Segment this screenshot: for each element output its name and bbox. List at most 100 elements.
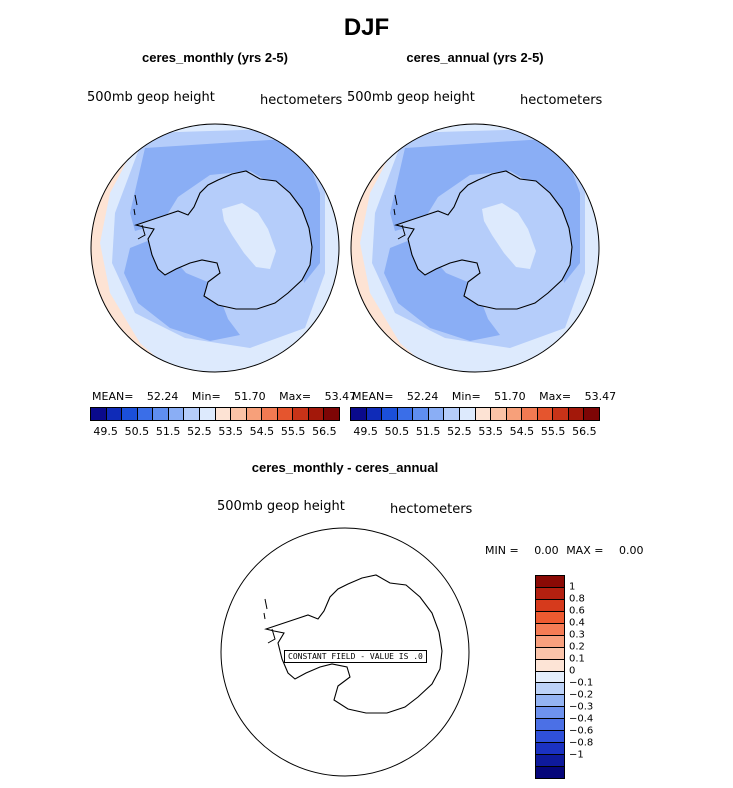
shade-52-5-interior	[482, 203, 536, 269]
colorbar-box	[536, 755, 564, 767]
panel2-units: hectometers	[520, 93, 603, 108]
colorbar-tick-label: 0.6	[569, 605, 585, 617]
colorbar-box	[459, 408, 476, 420]
colorbar-box	[215, 408, 232, 420]
colorbar-box	[246, 408, 263, 420]
colorbar-box	[506, 408, 523, 420]
colorbar-tick-label: −0.4	[569, 713, 594, 725]
panel1-variable: 500mb geop height	[87, 90, 215, 105]
colorbar-tick-label: −1	[569, 749, 584, 761]
colorbar-box	[106, 408, 123, 420]
colorbar-tick-label: 1	[569, 581, 576, 593]
colorbar-box	[137, 408, 154, 420]
colorbar-tick-label: 53.5	[478, 425, 503, 438]
panel1-map	[90, 123, 340, 373]
figure-title: DJF	[343, 14, 390, 41]
shade-51-5-north	[390, 138, 580, 283]
colorbar-box	[536, 611, 564, 624]
panel2-max-value: 53.47	[584, 390, 617, 403]
colorbar-tick-label: 54.5	[249, 425, 275, 438]
colorbar-tick-label: 52.5	[447, 425, 472, 438]
colorbar-box	[475, 408, 492, 420]
panel2-min-value: 51.70	[494, 390, 526, 403]
panel1-mean-value: 52.24	[146, 390, 179, 403]
colorbar-tick-label: 51.5	[155, 425, 181, 438]
colorbar-box	[568, 408, 585, 420]
panel2-title: ceres_annual (yrs 2-5)	[406, 50, 544, 65]
colorbar-box	[553, 408, 569, 420]
diff-min-label: MIN =	[485, 544, 519, 557]
diff-colorbar-ticks: 1 0.8 0.6 0.4 0.3 0.2 0.1 0 −0.1 −0.2 −0.3 −0.4 −0.6…	[569, 575, 629, 779]
colorbar-tick-label: −0.6	[569, 725, 594, 737]
colorbar-tick-label: 0.8	[569, 593, 585, 605]
colorbar-tick-label: 52.5	[187, 425, 212, 438]
colorbar-tick-label: −0.8	[569, 737, 594, 749]
diff-min-value: 0.00	[534, 544, 559, 557]
colorbar-box	[536, 707, 564, 720]
colorbar-box	[262, 408, 278, 420]
colorbar-box	[584, 408, 599, 420]
colorbar-box	[308, 408, 325, 420]
colorbar-tick-label: 55.5	[540, 425, 566, 438]
colorbar-box	[536, 623, 564, 636]
diff-colorbar	[535, 575, 565, 779]
colorbar-tick-label: −0.1	[569, 677, 594, 689]
colorbar-box	[428, 408, 445, 420]
diff-variable: 500mb geop height	[217, 499, 345, 514]
panel2-variable: 500mb geop height	[347, 90, 475, 105]
colorbar-box	[536, 743, 564, 756]
colorbar-tick-label: 0.3	[569, 629, 585, 641]
colorbar-box	[184, 408, 200, 420]
shade-51-5-north	[130, 138, 320, 283]
colorbar-box	[382, 408, 398, 420]
colorbar-box	[199, 408, 216, 420]
panel2-mean-value: 52.24	[406, 390, 439, 403]
diff-max-value: 0.00	[618, 544, 644, 557]
panel2-mean-label: MEAN=	[352, 390, 394, 403]
diff-title: ceres_monthly - ceres_annual	[251, 460, 439, 475]
colorbar-box	[536, 635, 564, 648]
colorbar-tick-label: 53.5	[218, 425, 243, 438]
panel1-colorbar-ticks: 49.5 50.5 51.5 52.5 53.5 54.5 55.5 56.5	[90, 425, 340, 439]
colorbar-box	[536, 695, 564, 708]
panel1-min-label: Min=	[191, 390, 221, 403]
shade-51-5-south	[384, 238, 500, 341]
colorbar-tick-label: 51.5	[415, 425, 441, 438]
colorbar-tick-label: 55.5	[280, 425, 306, 438]
colorbar-box	[537, 408, 554, 420]
panel1-mean-label: MEAN=	[92, 390, 134, 403]
colorbar-box	[122, 408, 138, 420]
colorbar-box	[536, 599, 564, 612]
colorbar-tick-label: 0.2	[569, 641, 585, 653]
colorbar-tick-label: 56.5	[312, 425, 337, 438]
colorbar-tick-label: 50.5	[124, 425, 150, 438]
panel1-title: ceres_monthly (yrs 2-5)	[142, 50, 288, 65]
colorbar-tick-label: −0.2	[569, 689, 594, 701]
colorbar-box	[413, 408, 429, 420]
colorbar-box	[397, 408, 414, 420]
panel2-colorbar	[350, 407, 600, 421]
colorbar-box	[324, 408, 339, 420]
panel1-units: hectometers	[260, 93, 343, 108]
colorbar-box	[536, 767, 564, 778]
colorbar-box	[168, 408, 185, 420]
colorbar-box	[536, 671, 564, 684]
colorbar-tick-label: 54.5	[509, 425, 535, 438]
colorbar-box	[91, 408, 107, 420]
colorbar-tick-label: 0.4	[569, 617, 585, 629]
colorbar-box	[536, 683, 564, 696]
colorbar-box	[536, 719, 564, 732]
colorbar-tick-label: 0	[569, 665, 576, 677]
panel1-colorbar	[90, 407, 340, 421]
colorbar-box	[536, 647, 564, 660]
panel1-max-value: 53.47	[324, 390, 357, 403]
colorbar-tick-label: 49.5	[353, 425, 378, 438]
colorbar-box	[522, 408, 538, 420]
colorbar-box	[536, 659, 564, 672]
colorbar-box	[277, 408, 294, 420]
colorbar-tick-label: 56.5	[572, 425, 597, 438]
colorbar-box	[366, 408, 383, 420]
panel2-map	[350, 123, 600, 373]
colorbar-box	[536, 587, 564, 600]
diff-units: hectometers	[390, 502, 473, 517]
